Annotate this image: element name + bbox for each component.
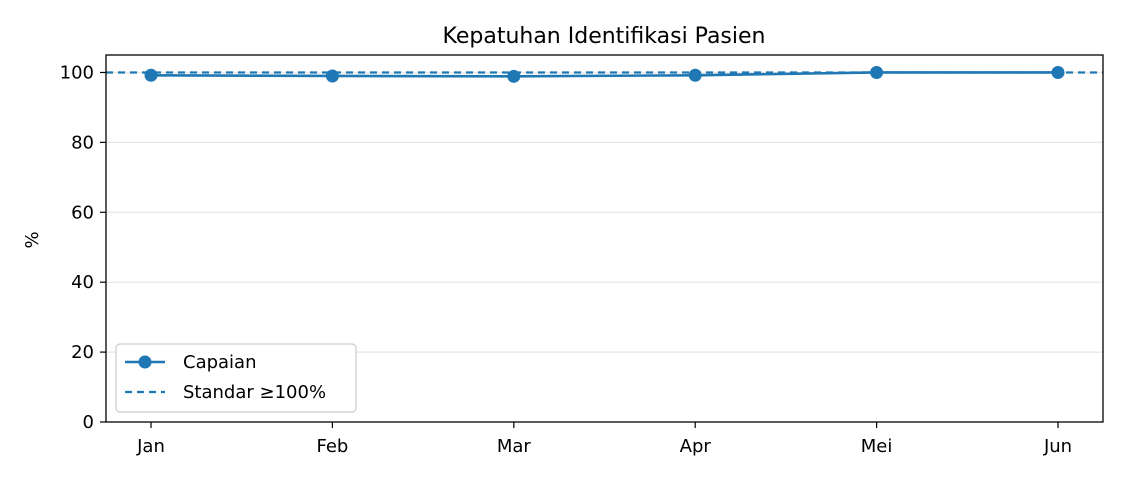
chart-title: Kepatuhan Identifikasi Pasien [443, 24, 766, 49]
y-tick-label: 60 [71, 202, 94, 223]
y-tick-label: 20 [71, 342, 94, 363]
x-tick-label: Mei [861, 436, 893, 457]
legend: Capaian Standar ≥100% [115, 343, 357, 413]
y-tick-label: 40 [71, 272, 94, 293]
plot-frame [105, 54, 1104, 423]
x-tick-label: Apr [680, 436, 712, 457]
data-point [870, 65, 884, 79]
legend-label-capaian: Capaian [183, 352, 257, 373]
series-line [150, 71, 1058, 78]
y-tick-label: 0 [83, 412, 94, 433]
legend-label-standar: Standar ≥100% [183, 382, 326, 403]
x-ticks: Jan Feb Mar Apr Mei Jun [136, 422, 1072, 457]
x-tick-label: Feb [316, 436, 348, 457]
y-tick-label: 80 [71, 132, 94, 153]
x-tick-label: Mar [497, 436, 532, 457]
y-tick-label: 100 [60, 62, 94, 83]
legend-box [115, 343, 357, 413]
x-tick-label: Jun [1043, 436, 1072, 457]
y-axis-label: % [22, 231, 43, 248]
grid-lines [106, 71, 1103, 353]
data-point [688, 68, 702, 82]
series-layer [144, 65, 1065, 83]
data-point [1051, 65, 1065, 79]
data-point [144, 68, 158, 82]
legend-marker-capaian [138, 355, 152, 369]
x-tick-label: Jan [136, 436, 165, 457]
data-point [325, 69, 339, 83]
data-point [507, 69, 521, 83]
y-ticks: 0 20 40 60 80 100 [60, 62, 106, 433]
